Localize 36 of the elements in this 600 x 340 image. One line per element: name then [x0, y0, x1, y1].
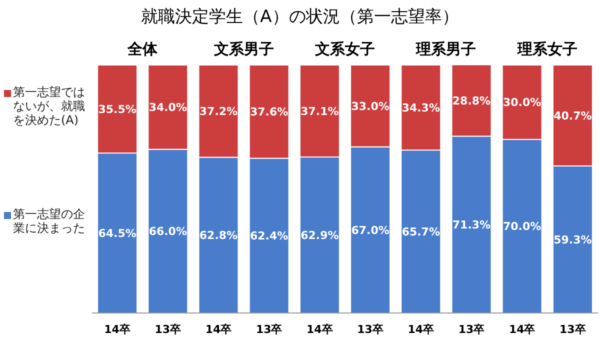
text: 理系女子 [516, 40, 578, 58]
data-label: 62.8% [199, 229, 238, 242]
x-tick-label: 14卒 [408, 323, 434, 336]
data-label: 28.8% [452, 94, 491, 108]
data-label: 62.9% [300, 229, 339, 242]
x-tick-label: 13卒 [357, 323, 384, 336]
x-tick-label: 13卒 [154, 323, 182, 336]
data-label: 67.0% [351, 224, 390, 237]
x-tick-label: 14卒 [104, 323, 130, 336]
data-label: 34.3% [402, 102, 440, 115]
data-label: 37.1% [300, 105, 339, 118]
data-label: 65.7% [402, 226, 440, 239]
text: 理系男子 [415, 40, 476, 58]
x-tick-label: 13卒 [458, 323, 485, 336]
data-label: 40.7% [554, 109, 592, 122]
x-tick-label: 14卒 [508, 323, 536, 336]
chart-title: 就職決定学生（A）の状況（第一志望率） [141, 7, 459, 27]
x-tick-label: 14卒 [306, 323, 333, 336]
data-label: 33.0% [351, 100, 390, 113]
data-label: 35.5% [98, 103, 136, 116]
data-label: 70.0% [503, 220, 542, 234]
data-label: 34.0% [148, 101, 187, 114]
x-tick-label: 14卒 [205, 323, 232, 336]
data-label: 59.3% [554, 233, 592, 246]
data-label: 37.6% [250, 106, 288, 119]
data-label: 30.0% [503, 96, 542, 110]
data-label: 64.5% [98, 227, 136, 240]
data-label: 62.4% [250, 230, 288, 243]
text: 文系女子 [314, 40, 375, 58]
text: 文系男子 [212, 40, 274, 58]
data-label: 66.0% [148, 225, 187, 238]
data-label: 37.2% [199, 105, 238, 118]
text: 全体 [126, 40, 159, 58]
data-label: 71.3% [452, 218, 491, 232]
x-tick-label: 13卒 [560, 323, 586, 336]
x-tick-label: 13卒 [256, 323, 282, 336]
